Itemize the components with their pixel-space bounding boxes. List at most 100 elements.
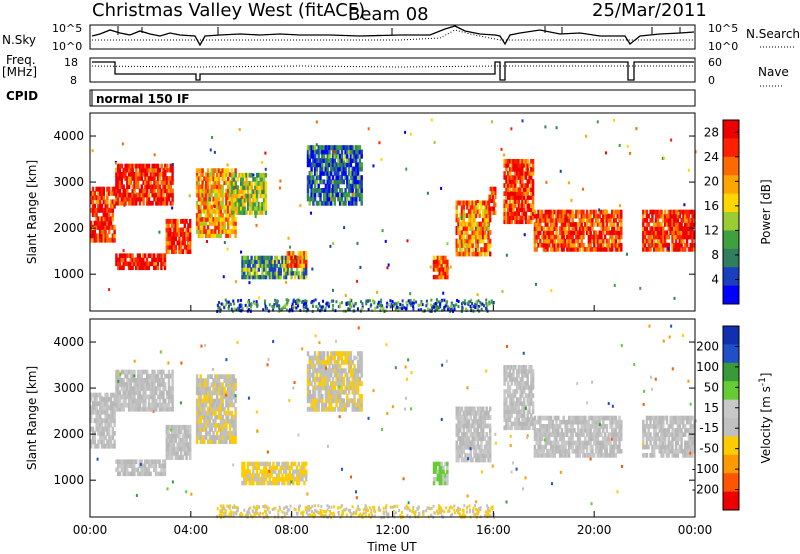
power-echo-cell	[432, 259, 436, 264]
velocity-echo-cell	[250, 473, 253, 478]
power-echo-cell	[564, 209, 567, 215]
power-echo-cell	[566, 234, 569, 240]
power-echo-cell	[460, 238, 464, 244]
power-echo-cell	[228, 212, 232, 218]
power-echo-cell	[321, 149, 324, 155]
velocity-scatter-cell	[240, 514, 243, 518]
power-echo-cell	[339, 158, 342, 163]
power-echo-cell	[544, 209, 547, 215]
velocity-echo-cell	[228, 402, 232, 408]
power-echo-cell	[551, 234, 555, 240]
power-echo-cell	[460, 209, 464, 214]
power-echo-cell	[214, 208, 217, 214]
power-speckle-cell	[544, 125, 547, 129]
power-echo-cell	[203, 196, 206, 202]
power-echo-cell	[620, 222, 623, 227]
power-echo-cell	[539, 209, 542, 215]
power-echo-cell	[247, 201, 250, 207]
power-echo-cell	[326, 175, 329, 181]
velocity-echo-cell	[277, 480, 281, 486]
power-speckle-cell	[122, 249, 125, 253]
power-echo-cell	[183, 236, 186, 242]
power-scatter-cell	[275, 301, 278, 305]
power-echo-cell	[505, 163, 508, 168]
power-echo-cell	[471, 209, 474, 214]
power-echo-cell	[183, 231, 186, 237]
power-colorbar-swatch	[723, 248, 739, 268]
velocity-echo-cell	[217, 435, 221, 440]
power-scatter-cell	[443, 298, 446, 302]
velocity-echo-cell	[137, 386, 140, 391]
velocity-echo-cell	[153, 369, 156, 375]
power-echo-cell	[153, 184, 156, 190]
power-scatter-cell	[420, 308, 423, 312]
power-echo-cell	[102, 212, 105, 218]
power-echo-cell	[95, 237, 98, 243]
power-echo-cell	[360, 149, 363, 155]
velocity-scatter-cell	[259, 511, 262, 515]
power-echo-cell	[607, 218, 610, 223]
velocity-echo-cell	[97, 439, 100, 445]
power-speckle-cell	[491, 120, 494, 124]
power-echo-cell	[322, 149, 326, 155]
power-echo-cell	[355, 179, 358, 185]
power-echo-region	[503, 159, 535, 225]
velocity-scatter-cell	[319, 514, 322, 518]
velocity-echo-region	[195, 374, 237, 444]
power-echo-cell	[464, 200, 467, 206]
power-echo-cell	[210, 176, 213, 182]
velocity-echo-cell	[135, 398, 138, 404]
power-echo-cell	[115, 171, 118, 177]
velocity-echo-cell	[294, 469, 297, 474]
power-echo-cell	[270, 255, 273, 261]
power-echo-cell	[208, 180, 212, 186]
power-echo-cell	[446, 263, 449, 268]
power-echo-cell	[197, 233, 201, 238]
power-echo-cell	[102, 233, 105, 239]
velocity-echo-cell	[257, 465, 260, 470]
power-echo-cell	[593, 213, 596, 219]
power-ylabel: Slant Range [km]	[25, 160, 39, 264]
velocity-echo-cell	[225, 414, 228, 420]
power-echo-cell	[199, 176, 202, 182]
power-echo-cell	[144, 163, 147, 169]
power-echo-cell	[330, 192, 333, 198]
power-echo-cell	[124, 257, 127, 263]
power-echo-cell	[333, 166, 336, 172]
power-echo-cell	[643, 242, 647, 248]
power-echo-cell	[515, 159, 519, 164]
velocity-echo-cell	[234, 423, 237, 428]
velocity-scatter-cell	[297, 508, 300, 512]
power-speckle-cell	[255, 223, 258, 227]
power-echo-cell	[328, 179, 331, 185]
velocity-echo-cell	[230, 431, 234, 436]
velocity-echo-cell	[135, 406, 138, 412]
velocity-echo-cell	[219, 406, 223, 412]
power-echo-cell	[248, 210, 252, 215]
power-echo-cell	[558, 213, 562, 219]
velocity-echo-cell	[120, 459, 123, 464]
power-echo-cell	[582, 234, 585, 240]
power-echo-cell	[355, 162, 358, 168]
power-echo-cell	[230, 212, 234, 218]
power-echo-cell	[301, 251, 304, 256]
velocity-echo-cell	[274, 469, 277, 474]
power-echo-cell	[575, 213, 578, 219]
power-scatter-cell	[304, 301, 307, 305]
velocity-echo-cell	[195, 418, 199, 424]
power-echo-cell	[489, 194, 492, 200]
power-echo-cell	[172, 231, 176, 237]
velocity-echo-cell	[146, 382, 149, 387]
power-echo-cell	[91, 203, 95, 209]
power-echo-cell	[115, 196, 118, 202]
power-echo-cell	[353, 153, 356, 159]
power-echo-cell	[685, 209, 689, 215]
power-echo-cell	[339, 145, 342, 151]
power-echo-cell	[268, 263, 271, 268]
power-echo-cell	[131, 261, 134, 267]
velocity-echo-cell	[295, 473, 299, 478]
power-scatter-cell	[328, 302, 331, 306]
power-echo-cell	[582, 230, 585, 236]
power-echo-cell	[564, 242, 567, 248]
power-echo-cell	[305, 263, 308, 268]
